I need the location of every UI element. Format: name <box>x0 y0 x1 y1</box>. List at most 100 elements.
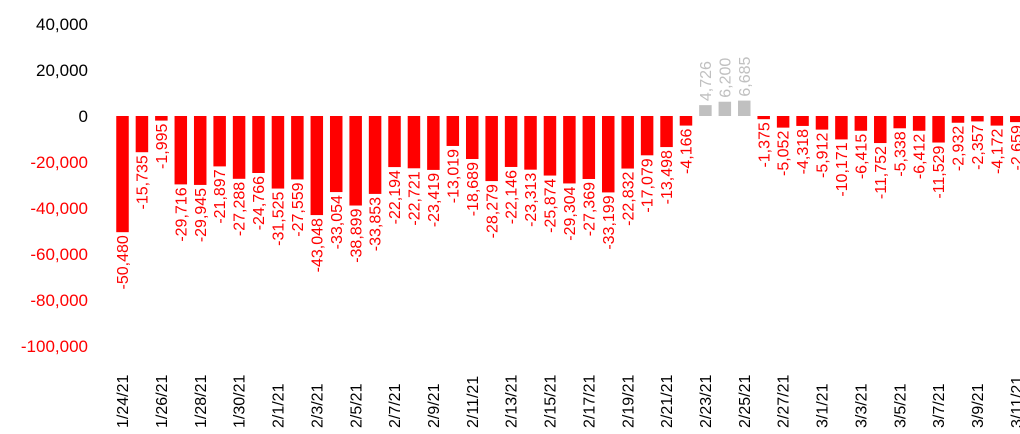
bar <box>951 116 965 123</box>
x-tick-label: 2/13/21 <box>504 375 521 428</box>
data-label: -33,199 <box>601 195 618 249</box>
bar <box>679 116 693 126</box>
bar <box>835 116 848 140</box>
bar <box>932 116 945 143</box>
bar <box>602 116 615 193</box>
data-label: -22,146 <box>504 170 521 224</box>
bar <box>388 116 401 168</box>
bar <box>543 116 557 176</box>
bar <box>971 116 984 122</box>
data-label: -5,052 <box>776 131 793 176</box>
bar <box>271 116 285 189</box>
x-tick-label: 3/3/21 <box>853 383 870 428</box>
bar <box>407 116 421 169</box>
data-label: -2,932 <box>951 126 968 171</box>
data-label: -28,279 <box>484 184 501 238</box>
data-label: -29,716 <box>173 187 190 241</box>
data-label: -17,079 <box>640 158 657 212</box>
data-label: -18,689 <box>465 162 482 216</box>
data-label: -4,318 <box>795 129 812 174</box>
data-label: -22,194 <box>387 170 404 224</box>
x-tick-label: 2/7/21 <box>387 383 404 428</box>
data-label: -4,166 <box>679 128 696 173</box>
x-tick-label: 1/24/21 <box>115 375 132 428</box>
bar <box>1010 116 1020 123</box>
data-label: 6,685 <box>737 56 754 96</box>
data-label: -13,019 <box>445 149 462 203</box>
data-label: -24,766 <box>251 176 268 230</box>
data-label: -10,171 <box>834 142 851 196</box>
data-label: -33,054 <box>329 195 346 249</box>
data-label: -4,172 <box>989 129 1006 174</box>
bar <box>291 116 304 180</box>
bar <box>660 116 673 148</box>
data-label: -11,752 <box>873 146 890 199</box>
data-label: -27,559 <box>290 182 307 236</box>
x-tick-label: 2/15/21 <box>543 375 560 428</box>
x-tick-label: 2/27/21 <box>776 375 793 428</box>
bar <box>193 116 207 185</box>
bar <box>329 116 343 193</box>
y-tick-label: 20,000 <box>36 61 88 80</box>
bar <box>893 116 906 129</box>
y-axis: 40,000 20,000 0 -20,000 -40,000 -60,000 -80,00… <box>21 15 88 356</box>
y-tick-label: 40,000 <box>36 15 88 34</box>
x-tick-label: 2/11/21 <box>465 376 482 428</box>
y-tick-label: 0 <box>79 107 88 126</box>
bar <box>446 116 460 146</box>
data-label: -6,412 <box>912 134 929 179</box>
data-label: -13,498 <box>659 150 676 204</box>
bar <box>349 116 362 206</box>
bar <box>640 116 654 156</box>
data-label: -2,659 <box>1009 125 1020 170</box>
bar <box>854 116 868 131</box>
x-tick-label: 3/9/21 <box>970 383 987 428</box>
bar <box>368 116 382 194</box>
data-label: -23,313 <box>523 173 540 227</box>
x-tick-label: 3/7/21 <box>931 383 948 428</box>
bar <box>310 116 324 216</box>
x-tick-label: 2/3/21 <box>309 383 326 428</box>
x-tick-label: 3/1/21 <box>815 383 832 428</box>
data-label: -23,419 <box>426 173 443 227</box>
bar <box>874 116 887 144</box>
bar <box>776 116 790 128</box>
data-label: -1,375 <box>756 122 773 167</box>
data-label: -5,912 <box>815 133 832 178</box>
data-label: -2,357 <box>970 124 987 169</box>
data-label: -22,721 <box>407 171 424 225</box>
bar <box>135 116 149 153</box>
y-tick-label: -80,000 <box>30 291 88 310</box>
x-tick-label: 2/9/21 <box>426 383 443 428</box>
data-label: -27,288 <box>232 182 249 236</box>
bar <box>621 116 634 169</box>
x-tick-label: 1/28/21 <box>193 375 210 428</box>
data-label: -22,832 <box>620 171 637 225</box>
x-tick-label: 2/25/21 <box>737 375 754 428</box>
data-label: -25,874 <box>543 178 560 232</box>
x-tick-label: 2/19/21 <box>620 375 637 428</box>
bar <box>465 116 479 160</box>
bars <box>116 100 1020 233</box>
bar <box>155 116 168 121</box>
bar <box>232 116 246 179</box>
bar <box>116 116 129 233</box>
x-tick-label: 1/26/21 <box>154 375 171 428</box>
y-tick-label: -60,000 <box>30 245 88 264</box>
data-label: -43,048 <box>309 218 326 272</box>
bar <box>815 116 829 130</box>
bar <box>563 116 576 184</box>
data-label: -5,338 <box>892 131 909 176</box>
bar <box>504 116 518 167</box>
data-label: -33,853 <box>368 197 385 251</box>
bar <box>485 116 498 182</box>
data-label: -31,525 <box>271 191 288 245</box>
bar <box>699 105 712 116</box>
x-tick-label: 2/5/21 <box>348 383 365 428</box>
x-tick-label: 2/1/21 <box>271 383 288 428</box>
x-tick-label: 3/11/21 <box>1009 376 1020 428</box>
bar <box>252 116 265 173</box>
y-tick-label: -40,000 <box>30 199 88 218</box>
bar <box>912 116 926 131</box>
data-label: -21,897 <box>212 169 229 223</box>
